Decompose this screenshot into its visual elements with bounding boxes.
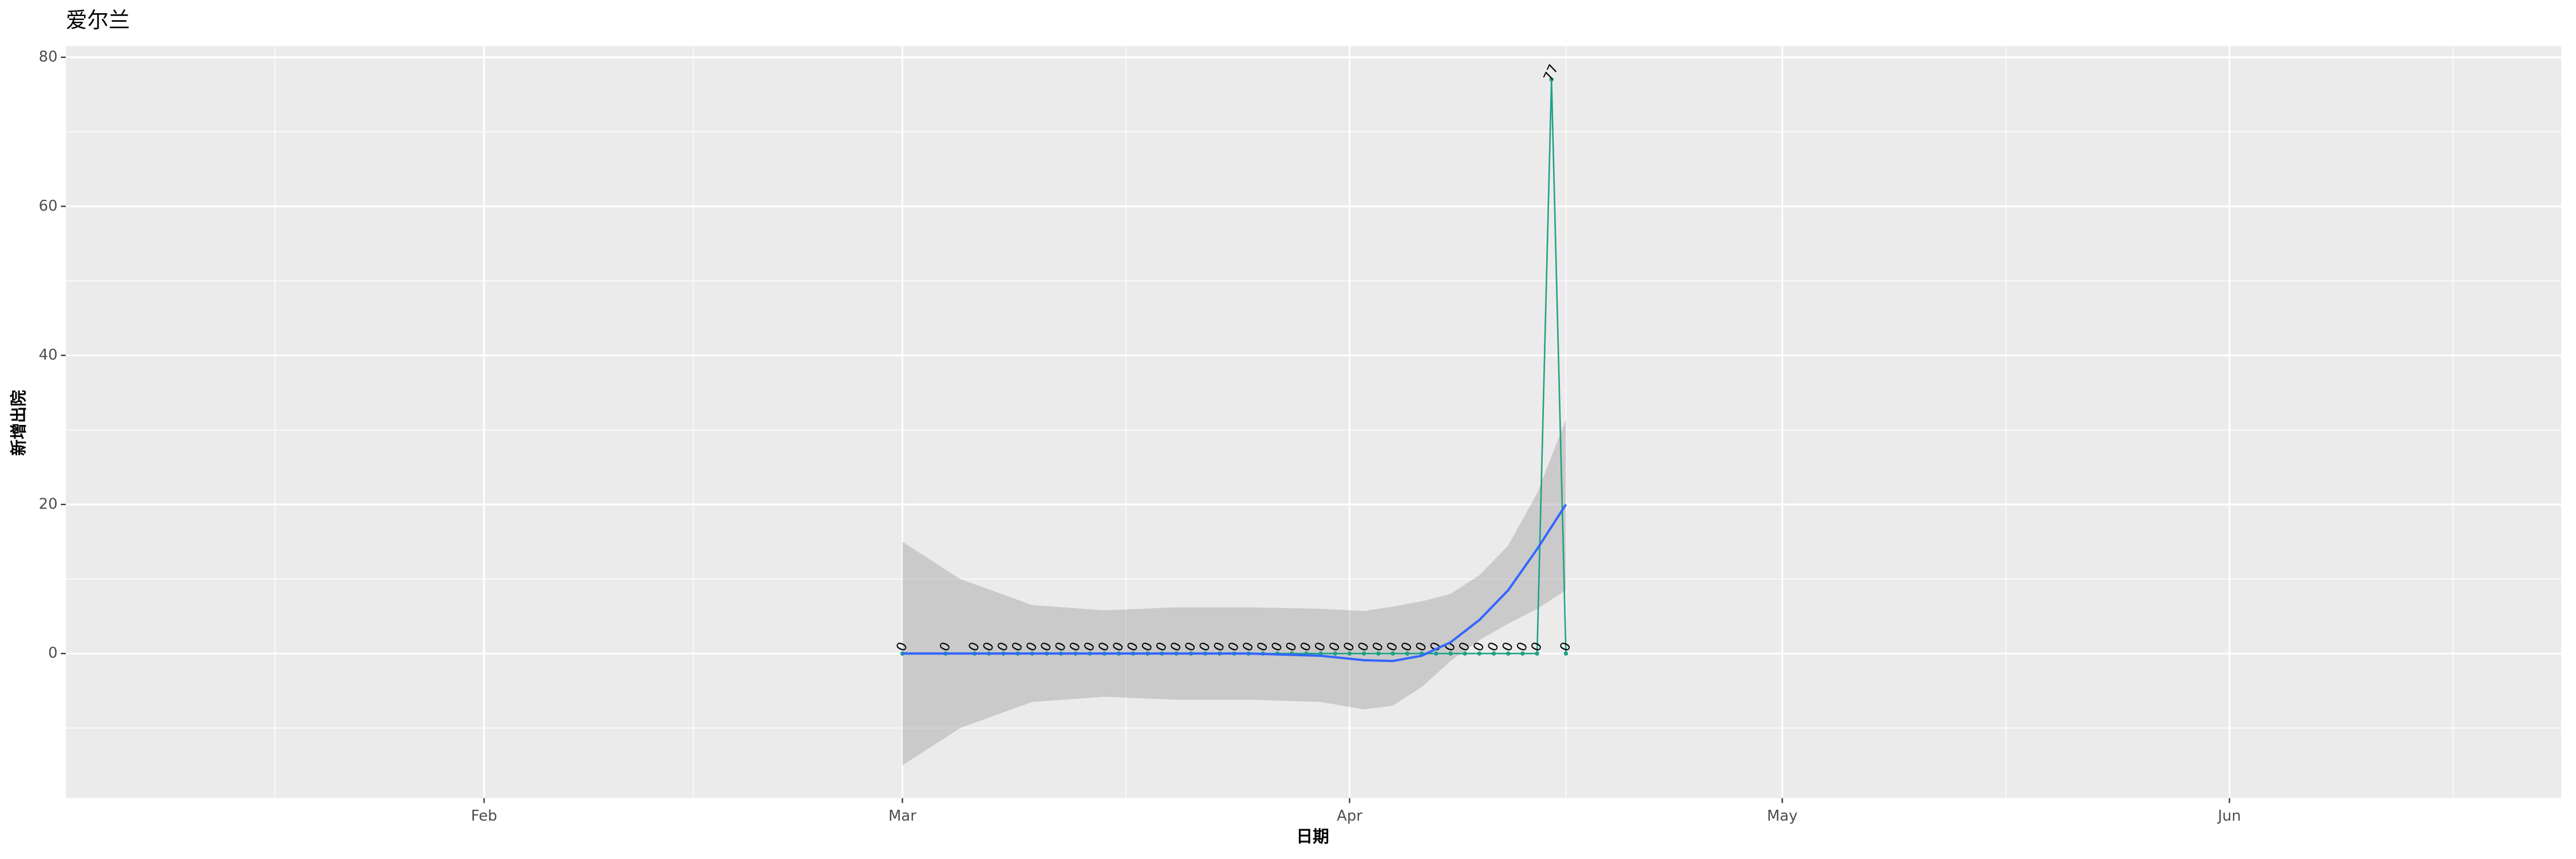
data-point (1433, 651, 1439, 656)
x-tick-label: Mar (888, 807, 916, 825)
plot-area: 0 0 00000000000000000000000000000000000000… (894, 62, 1574, 766)
data-point (1563, 651, 1568, 656)
data-point (1535, 651, 1539, 656)
y-tick-label: 40 (39, 346, 58, 364)
x-tick-label: Apr (1337, 807, 1362, 825)
smooth-line (902, 503, 1567, 663)
data-point (1477, 651, 1482, 656)
data-point (1347, 651, 1352, 656)
confidence-band (902, 419, 1566, 766)
data-point (1376, 651, 1381, 656)
data-point (1520, 651, 1525, 656)
chart-title: 爱尔兰 (66, 7, 130, 33)
data-point (1333, 651, 1338, 656)
panel (65, 46, 2562, 798)
data-point (1506, 651, 1511, 656)
data-point (1463, 651, 1467, 656)
y-tick-label: 60 (39, 198, 58, 215)
data-point (1361, 651, 1366, 656)
data-point (1448, 651, 1453, 656)
x-tick-label: Jun (2217, 807, 2241, 825)
data-point (1549, 77, 1554, 82)
y-tick-label: 20 (39, 495, 58, 513)
x-axis-title: 日期 (1296, 827, 1329, 846)
data-point (1405, 651, 1410, 656)
x-tick-label: May (1767, 807, 1797, 825)
y-tick-label: 80 (39, 48, 58, 65)
data-point (1390, 651, 1395, 656)
data-point (1491, 651, 1496, 656)
y-tick-label: 0 (48, 645, 57, 662)
x-tick-label: Feb (471, 807, 497, 825)
y-axis-title: 新增出院 (9, 390, 28, 456)
